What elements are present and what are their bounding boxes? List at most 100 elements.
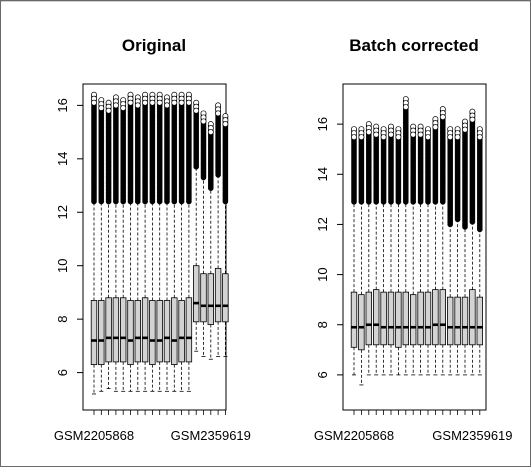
box-sample-8: [402, 96, 409, 376]
y-tick-label: 6: [315, 371, 330, 378]
y-tick-label: 14: [55, 152, 70, 166]
outlier-point: [373, 131, 380, 138]
box-sample-2: [358, 126, 365, 386]
chart-title-original: Original: [122, 36, 186, 55]
window-top-border: [0, 0, 531, 2]
outlier-point: [462, 126, 468, 133]
outlier-point: [120, 105, 127, 111]
outlier-point: [380, 134, 387, 141]
box-sample-16: [200, 110, 207, 357]
y-tick-label: 8: [315, 321, 330, 328]
box-sample-15: [454, 126, 461, 376]
outlier-point: [171, 99, 178, 106]
box-iqr: [105, 297, 112, 363]
outlier-point: [98, 105, 105, 111]
box-iqr: [178, 300, 185, 363]
box-sample-14: [446, 126, 454, 376]
outlier-point: [164, 102, 170, 109]
box-sample-5: [120, 97, 127, 392]
box-sample-4: [112, 94, 120, 392]
outlier-point: [127, 99, 134, 106]
box-iqr: [222, 273, 229, 323]
box-iqr: [141, 297, 149, 363]
outlier-point: [142, 99, 149, 106]
outlier-point: [134, 102, 141, 109]
box-sample-10: [417, 123, 424, 376]
box-iqr: [402, 291, 409, 346]
y-tick-label: 14: [315, 167, 330, 181]
box-sample-1: [350, 126, 358, 376]
box-iqr: [350, 291, 358, 348]
box-sample-13: [178, 91, 185, 392]
box-sample-11: [424, 126, 432, 376]
box-sample-1: [90, 91, 98, 395]
box-sample-18: [214, 102, 222, 357]
watermark: CSDN @Y的福Lee猫: [415, 446, 520, 460]
box-iqr: [214, 267, 222, 323]
outlier-point: [358, 134, 365, 141]
box-iqr: [409, 294, 417, 346]
box-iqr: [446, 296, 454, 346]
panel-batch-corrected: Batch corrected 6 8 10 12 14 16 GSM2205868 GSM2…: [314, 36, 513, 443]
box-iqr: [476, 296, 483, 346]
outlier-point: [395, 134, 402, 141]
box-iqr: [134, 300, 141, 363]
box-iqr: [98, 300, 105, 365]
outlier-point: [439, 114, 446, 121]
box-sample-6: [127, 91, 134, 392]
box-sample-12: [432, 116, 439, 376]
box-sample-8: [141, 91, 149, 392]
box-iqr: [454, 296, 461, 346]
outlier-point: [178, 99, 185, 106]
box-iqr: [387, 291, 395, 346]
box-iqr: [365, 291, 372, 346]
box-iqr: [358, 294, 365, 351]
box-iqr: [200, 273, 207, 323]
outlier-point: [432, 124, 439, 131]
box-sample-13: [439, 106, 446, 376]
outlier-point: [454, 134, 461, 141]
outlier-point: [207, 129, 214, 136]
box-sample-7: [395, 126, 402, 376]
outlier-point: [417, 131, 424, 138]
y-tick-label: 8: [55, 316, 70, 323]
outlier-point: [156, 99, 163, 106]
y-tick-label: 6: [55, 369, 70, 376]
box-iqr: [380, 291, 387, 346]
box-iqr: [163, 300, 171, 363]
box-sample-10: [156, 91, 163, 392]
outlier-point: [476, 134, 483, 141]
outlier-point: [105, 107, 112, 114]
box-iqr: [461, 296, 469, 346]
x-tick-label: GSM2359619: [171, 428, 251, 443]
outlier-point: [200, 118, 207, 125]
box-iqr: [156, 300, 163, 363]
box-iqr: [127, 300, 134, 365]
outlier-point: [425, 134, 431, 141]
y-tick-label: 10: [55, 258, 70, 272]
y-tick-label: 16: [315, 117, 330, 131]
box-iqr: [171, 297, 178, 365]
box-iqr: [149, 300, 156, 365]
box-sample-9: [409, 123, 417, 376]
box-iqr: [395, 291, 402, 348]
outlier-point: [112, 102, 119, 109]
x-tick-label: GSM2359619: [432, 428, 512, 443]
outlier-point: [469, 116, 476, 123]
outlier-point: [351, 134, 357, 141]
box-sample-14: [185, 91, 193, 392]
box-iqr: [185, 297, 193, 363]
box-sample-4: [372, 123, 380, 376]
box-sample-17: [469, 108, 476, 376]
chart-title-batch-corrected: Batch corrected: [349, 36, 478, 55]
box-iqr: [372, 289, 380, 346]
box-iqr: [469, 289, 476, 346]
outlier-point: [91, 99, 97, 106]
y-tick-label: 10: [315, 267, 330, 281]
box-sample-3: [365, 121, 372, 376]
box-iqr: [90, 300, 98, 365]
box-sample-19: [222, 113, 229, 357]
box-sample-18: [476, 126, 483, 376]
outlier-point: [447, 134, 454, 141]
